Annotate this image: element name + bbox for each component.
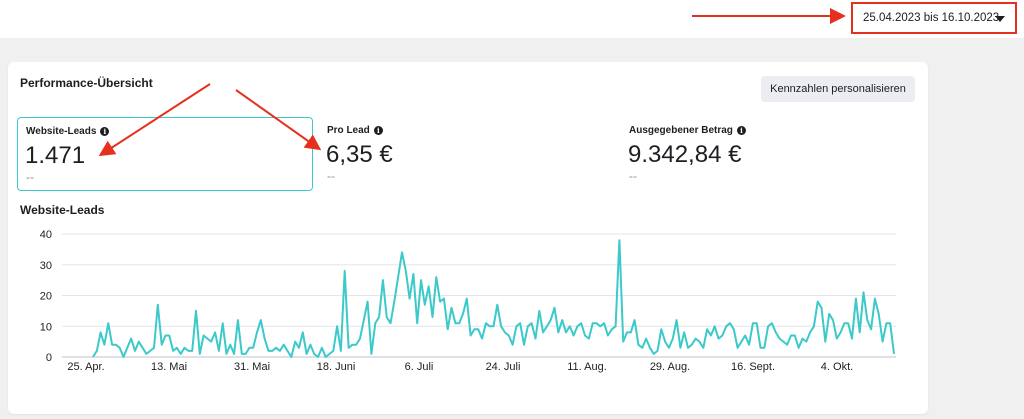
x-tick-label: 18. Juni bbox=[317, 361, 356, 373]
top-bar: 25.04.2023 bis 16.10.2023 bbox=[0, 0, 1024, 38]
metric-comparison: -- bbox=[629, 169, 637, 183]
metric-label: Ausgegebener Betrag i bbox=[629, 125, 746, 136]
info-icon[interactable]: i bbox=[373, 126, 383, 135]
metric-comparison: -- bbox=[26, 170, 34, 184]
info-icon[interactable]: i bbox=[736, 126, 746, 135]
personalize-metrics-button[interactable]: Kennzahlen personalisieren bbox=[761, 76, 915, 102]
performance-overview-card: Performance-Übersicht Kennzahlen persona… bbox=[8, 62, 928, 414]
caret-down-icon bbox=[995, 16, 1005, 22]
x-tick-label: 6. Juli bbox=[405, 361, 434, 373]
metric-amount-spent[interactable]: Ausgegebener Betrag i 9.342,84 € -- bbox=[621, 117, 917, 191]
metric-label-text: Pro Lead bbox=[327, 125, 370, 136]
y-tick-label: 20 bbox=[40, 291, 52, 303]
y-tick-label: 10 bbox=[40, 321, 52, 333]
metric-label-text: Ausgegebener Betrag bbox=[629, 125, 733, 136]
metric-label-text: Website-Leads bbox=[26, 126, 97, 137]
x-tick-label: 31. Mai bbox=[234, 361, 270, 373]
series-line-website-leads bbox=[92, 239, 895, 358]
x-tick-label: 29. Aug. bbox=[650, 361, 690, 373]
metric-value: 1.471 bbox=[25, 142, 86, 169]
y-tick-label: 30 bbox=[40, 260, 52, 272]
date-range-label: 25.04.2023 bis 16.10.2023 bbox=[863, 12, 1000, 24]
metric-comparison: -- bbox=[327, 169, 335, 183]
x-tick-label: 16. Sept. bbox=[731, 361, 775, 373]
metric-cost-per-lead[interactable]: Pro Lead i 6,35 € -- bbox=[319, 117, 615, 191]
metric-label: Pro Lead i bbox=[327, 125, 383, 136]
date-range-picker[interactable]: 25.04.2023 bis 16.10.2023 bbox=[851, 2, 1017, 34]
x-tick-label: 24. Juli bbox=[486, 361, 521, 373]
x-tick-label: 4. Okt. bbox=[821, 361, 853, 373]
metric-value: 6,35 € bbox=[326, 141, 393, 168]
y-tick-label: 0 bbox=[46, 352, 52, 364]
y-tick-label: 40 bbox=[40, 229, 52, 241]
x-tick-label: 25. Apr. bbox=[67, 361, 104, 373]
chart-title: Website-Leads bbox=[20, 203, 105, 217]
metric-value: 9.342,84 € bbox=[628, 141, 742, 168]
x-tick-label: 11. Aug. bbox=[567, 361, 607, 373]
x-tick-label: 13. Mai bbox=[151, 361, 187, 373]
